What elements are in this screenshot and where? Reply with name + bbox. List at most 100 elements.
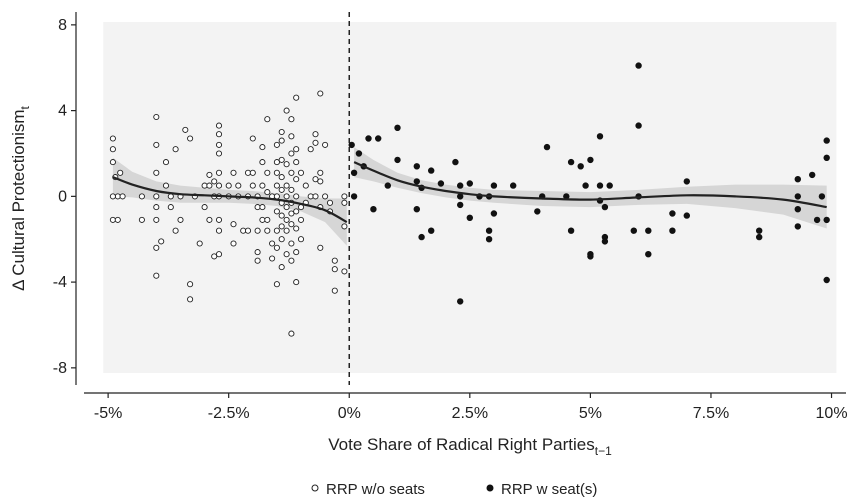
point-without-seats xyxy=(273,208,280,215)
point-without-seats xyxy=(278,236,285,243)
point-without-seats xyxy=(153,216,160,223)
point-without-seats xyxy=(215,150,223,157)
point-without-seats xyxy=(331,287,338,294)
point-with-seats xyxy=(596,182,604,189)
point-without-seats xyxy=(283,182,290,189)
point-with-seats xyxy=(755,233,763,241)
point-with-seats xyxy=(596,133,604,140)
point-with-seats xyxy=(794,223,801,230)
point-without-seats xyxy=(153,113,160,121)
point-without-seats xyxy=(273,244,280,251)
point-without-seats xyxy=(254,227,261,234)
point-with-seats xyxy=(485,236,493,243)
y-tick-label: -4 xyxy=(53,274,67,291)
point-without-seats xyxy=(288,116,295,123)
point-without-seats xyxy=(283,216,290,223)
point-with-seats xyxy=(355,150,363,157)
point-without-seats xyxy=(331,257,338,264)
x-tick-label: 7.5% xyxy=(693,405,729,422)
point-without-seats xyxy=(278,156,285,163)
point-without-seats xyxy=(153,244,160,251)
y-axis-title-main: Δ Cultural Protectionism xyxy=(9,109,28,290)
point-without-seats xyxy=(317,90,324,97)
point-with-seats xyxy=(683,178,690,185)
point-without-seats xyxy=(187,135,194,142)
point-with-seats xyxy=(567,158,575,166)
point-with-seats xyxy=(413,206,420,213)
point-with-seats xyxy=(490,210,498,217)
point-without-seats xyxy=(269,255,276,262)
point-without-seats xyxy=(293,225,300,232)
point-without-seats xyxy=(249,169,256,176)
point-without-seats xyxy=(269,240,276,247)
point-without-seats xyxy=(196,240,203,247)
point-without-seats xyxy=(215,141,223,148)
point-with-seats xyxy=(823,154,830,162)
point-without-seats xyxy=(114,216,121,223)
point-without-seats xyxy=(312,176,319,183)
point-without-seats xyxy=(172,146,179,153)
x-axis-title-subscript: t−1 xyxy=(595,444,612,458)
point-with-seats xyxy=(452,158,459,166)
point-with-seats xyxy=(457,201,464,209)
point-with-seats xyxy=(413,163,420,170)
point-without-seats xyxy=(322,193,329,200)
point-without-seats xyxy=(273,169,280,176)
point-without-seats xyxy=(273,227,280,234)
point-with-seats xyxy=(669,210,676,217)
legend-marker-open xyxy=(311,484,319,492)
point-with-seats xyxy=(466,180,473,187)
y-axis-title: Δ Cultural Protectionismt xyxy=(9,105,32,290)
point-without-seats xyxy=(273,141,280,148)
point-without-seats xyxy=(288,169,295,176)
point-without-seats xyxy=(119,193,126,200)
y-tick-label: 8 xyxy=(58,17,67,34)
point-with-seats xyxy=(418,233,425,241)
point-without-seats xyxy=(153,169,160,176)
point-with-seats xyxy=(577,163,584,170)
point-with-seats xyxy=(630,227,637,234)
point-without-seats xyxy=(215,227,223,234)
point-without-seats xyxy=(317,244,324,251)
fit-line-left xyxy=(112,176,348,224)
point-without-seats xyxy=(283,107,290,114)
point-without-seats xyxy=(297,169,305,176)
point-without-seats xyxy=(211,178,218,185)
point-without-seats xyxy=(341,199,348,206)
point-with-seats xyxy=(823,276,830,284)
point-without-seats xyxy=(288,150,295,157)
point-without-seats xyxy=(215,131,223,138)
point-without-seats xyxy=(312,131,319,138)
point-with-seats xyxy=(350,193,358,200)
point-without-seats xyxy=(341,193,348,200)
point-without-seats xyxy=(293,176,300,183)
point-without-seats xyxy=(293,193,300,200)
point-with-seats xyxy=(813,216,821,224)
point-with-seats xyxy=(808,171,816,179)
point-without-seats xyxy=(283,251,290,258)
point-without-seats xyxy=(167,204,174,211)
point-without-seats xyxy=(293,94,300,101)
point-without-seats xyxy=(211,253,218,260)
point-without-seats xyxy=(109,135,116,142)
point-without-seats xyxy=(273,193,280,200)
x-tick-label: 5% xyxy=(579,405,602,422)
point-without-seats xyxy=(293,159,300,166)
point-without-seats xyxy=(264,227,271,234)
point-with-seats xyxy=(370,206,377,213)
point-with-seats xyxy=(567,227,575,234)
point-without-seats xyxy=(317,178,324,185)
point-with-seats xyxy=(437,180,445,187)
point-with-seats xyxy=(635,62,642,69)
point-without-seats xyxy=(331,266,338,273)
point-without-seats xyxy=(273,281,280,288)
y-axis-title-subscript: t xyxy=(18,105,32,109)
point-without-seats xyxy=(117,169,124,176)
point-without-seats xyxy=(172,227,179,234)
point-with-seats xyxy=(485,227,493,234)
point-without-seats xyxy=(215,122,223,129)
point-without-seats xyxy=(187,281,194,288)
point-without-seats xyxy=(326,199,334,206)
legend-marker-filled xyxy=(486,484,494,492)
